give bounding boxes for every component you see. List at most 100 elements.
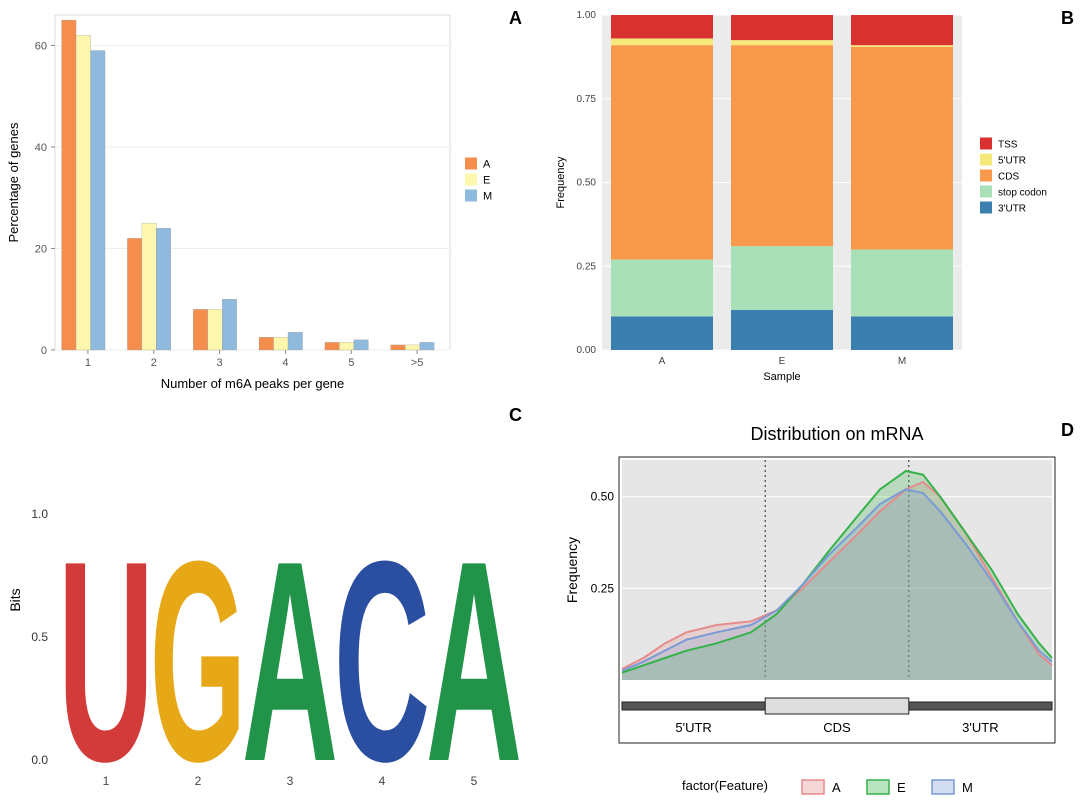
bar <box>222 299 236 350</box>
stacked-segment <box>611 15 713 38</box>
svg-text:0: 0 <box>41 345 47 357</box>
legend-swatch <box>980 186 992 198</box>
svg-text:20: 20 <box>35 243 47 255</box>
svg-text:1.00: 1.00 <box>577 10 597 21</box>
legend-label: stop codon <box>998 188 1047 199</box>
legend-swatch <box>465 190 477 202</box>
svg-text:0.5: 0.5 <box>31 630 48 644</box>
legend-swatch <box>465 158 477 170</box>
logo-letter: G <box>150 502 247 804</box>
svg-text:4: 4 <box>282 357 288 369</box>
bar <box>325 342 339 350</box>
legend-swatch <box>802 780 824 794</box>
svg-text:3: 3 <box>217 357 223 369</box>
svg-text:5: 5 <box>471 774 478 788</box>
panel-b-label: B <box>1061 8 1074 29</box>
svg-text:3: 3 <box>287 774 294 788</box>
panel-b-chart: 0.00 0.25 0.50 0.75 1.00 A E M Sample Frequency TS… <box>542 0 1084 400</box>
bar <box>354 340 368 350</box>
stacked-segment <box>611 317 713 351</box>
stacked-segment <box>731 246 833 310</box>
legend-label: CDS <box>998 172 1019 183</box>
svg-text:A: A <box>659 356 666 367</box>
svg-text:0.25: 0.25 <box>591 581 615 595</box>
panel-c-label: C <box>509 405 522 426</box>
bar <box>288 332 302 350</box>
stacked-segment <box>851 317 953 351</box>
bar <box>208 309 222 350</box>
svg-text:0.25: 0.25 <box>577 261 597 272</box>
panel-d-label: D <box>1061 420 1074 441</box>
legend-label: M <box>483 191 492 203</box>
svg-text:1: 1 <box>85 357 91 369</box>
region-label: 3'UTR <box>962 720 998 735</box>
logo-letter: A <box>426 503 523 804</box>
logo-letter: C <box>334 503 431 804</box>
svg-text:60: 60 <box>35 40 47 52</box>
panel-a-chart: 0 20 40 60 1 2 3 4 5 >5 Number of m6A peaks per ge… <box>0 0 542 400</box>
svg-text:0.0: 0.0 <box>31 753 48 767</box>
bar <box>156 228 170 350</box>
legend-label: A <box>483 159 491 171</box>
y-axis-label: Frequency <box>564 537 580 603</box>
y-axis-label: Frequency <box>555 156 567 208</box>
svg-text:40: 40 <box>35 142 47 154</box>
legend-swatch <box>932 780 954 794</box>
panel-a-label: A <box>509 8 522 29</box>
bar <box>91 51 105 350</box>
bar <box>259 337 273 350</box>
stacked-segment <box>611 260 713 317</box>
svg-text:0.00: 0.00 <box>577 345 597 356</box>
chart-title: Distribution on mRNA <box>750 424 923 444</box>
legend-label: A <box>832 780 841 795</box>
stacked-segment <box>611 45 713 259</box>
bar <box>274 337 288 350</box>
stacked-segment <box>731 40 833 45</box>
legend-swatch <box>980 202 992 214</box>
svg-text:1.0: 1.0 <box>31 507 48 521</box>
bar <box>76 35 90 350</box>
logo-letter: U <box>58 503 155 804</box>
bar <box>391 345 405 350</box>
stacked-segment <box>851 47 953 250</box>
legend-label: M <box>962 780 973 795</box>
legend-label: TSS <box>998 140 1018 151</box>
svg-text:M: M <box>898 356 906 367</box>
stacked-segment <box>851 250 953 317</box>
legend-label: 5'UTR <box>998 156 1026 167</box>
legend-title: factor(Feature) <box>682 778 768 793</box>
svg-text:0.50: 0.50 <box>591 490 615 504</box>
legend-label: E <box>897 780 906 795</box>
svg-text:1: 1 <box>103 774 110 788</box>
stacked-segment <box>851 15 953 45</box>
bar <box>420 342 434 350</box>
x-axis-label: Number of m6A peaks per gene <box>161 376 345 391</box>
stacked-segment <box>611 38 713 45</box>
bar <box>127 238 141 350</box>
bar <box>405 345 419 350</box>
legend-swatch <box>867 780 889 794</box>
logo-letter: A <box>242 503 339 804</box>
legend-swatch <box>465 174 477 186</box>
stacked-segment <box>851 45 953 47</box>
legend-label: E <box>483 175 490 187</box>
stacked-segment <box>731 45 833 246</box>
legend-swatch <box>980 138 992 150</box>
legend-swatch <box>980 170 992 182</box>
y-axis-label: Percentage of genes <box>6 122 21 242</box>
svg-text:5: 5 <box>348 357 354 369</box>
bar <box>339 342 353 350</box>
stacked-segment <box>731 15 833 40</box>
bar <box>62 20 76 350</box>
legend-swatch <box>980 154 992 166</box>
svg-text:0.75: 0.75 <box>577 94 597 105</box>
svg-text:E: E <box>779 356 786 367</box>
svg-text:4: 4 <box>379 774 386 788</box>
svg-text:>5: >5 <box>411 357 424 369</box>
bar <box>193 309 207 350</box>
x-axis-label: Sample <box>763 371 800 383</box>
svg-text:2: 2 <box>151 357 157 369</box>
region-label: 5'UTR <box>675 720 711 735</box>
svg-text:0.50: 0.50 <box>577 178 597 189</box>
bar <box>142 223 156 350</box>
